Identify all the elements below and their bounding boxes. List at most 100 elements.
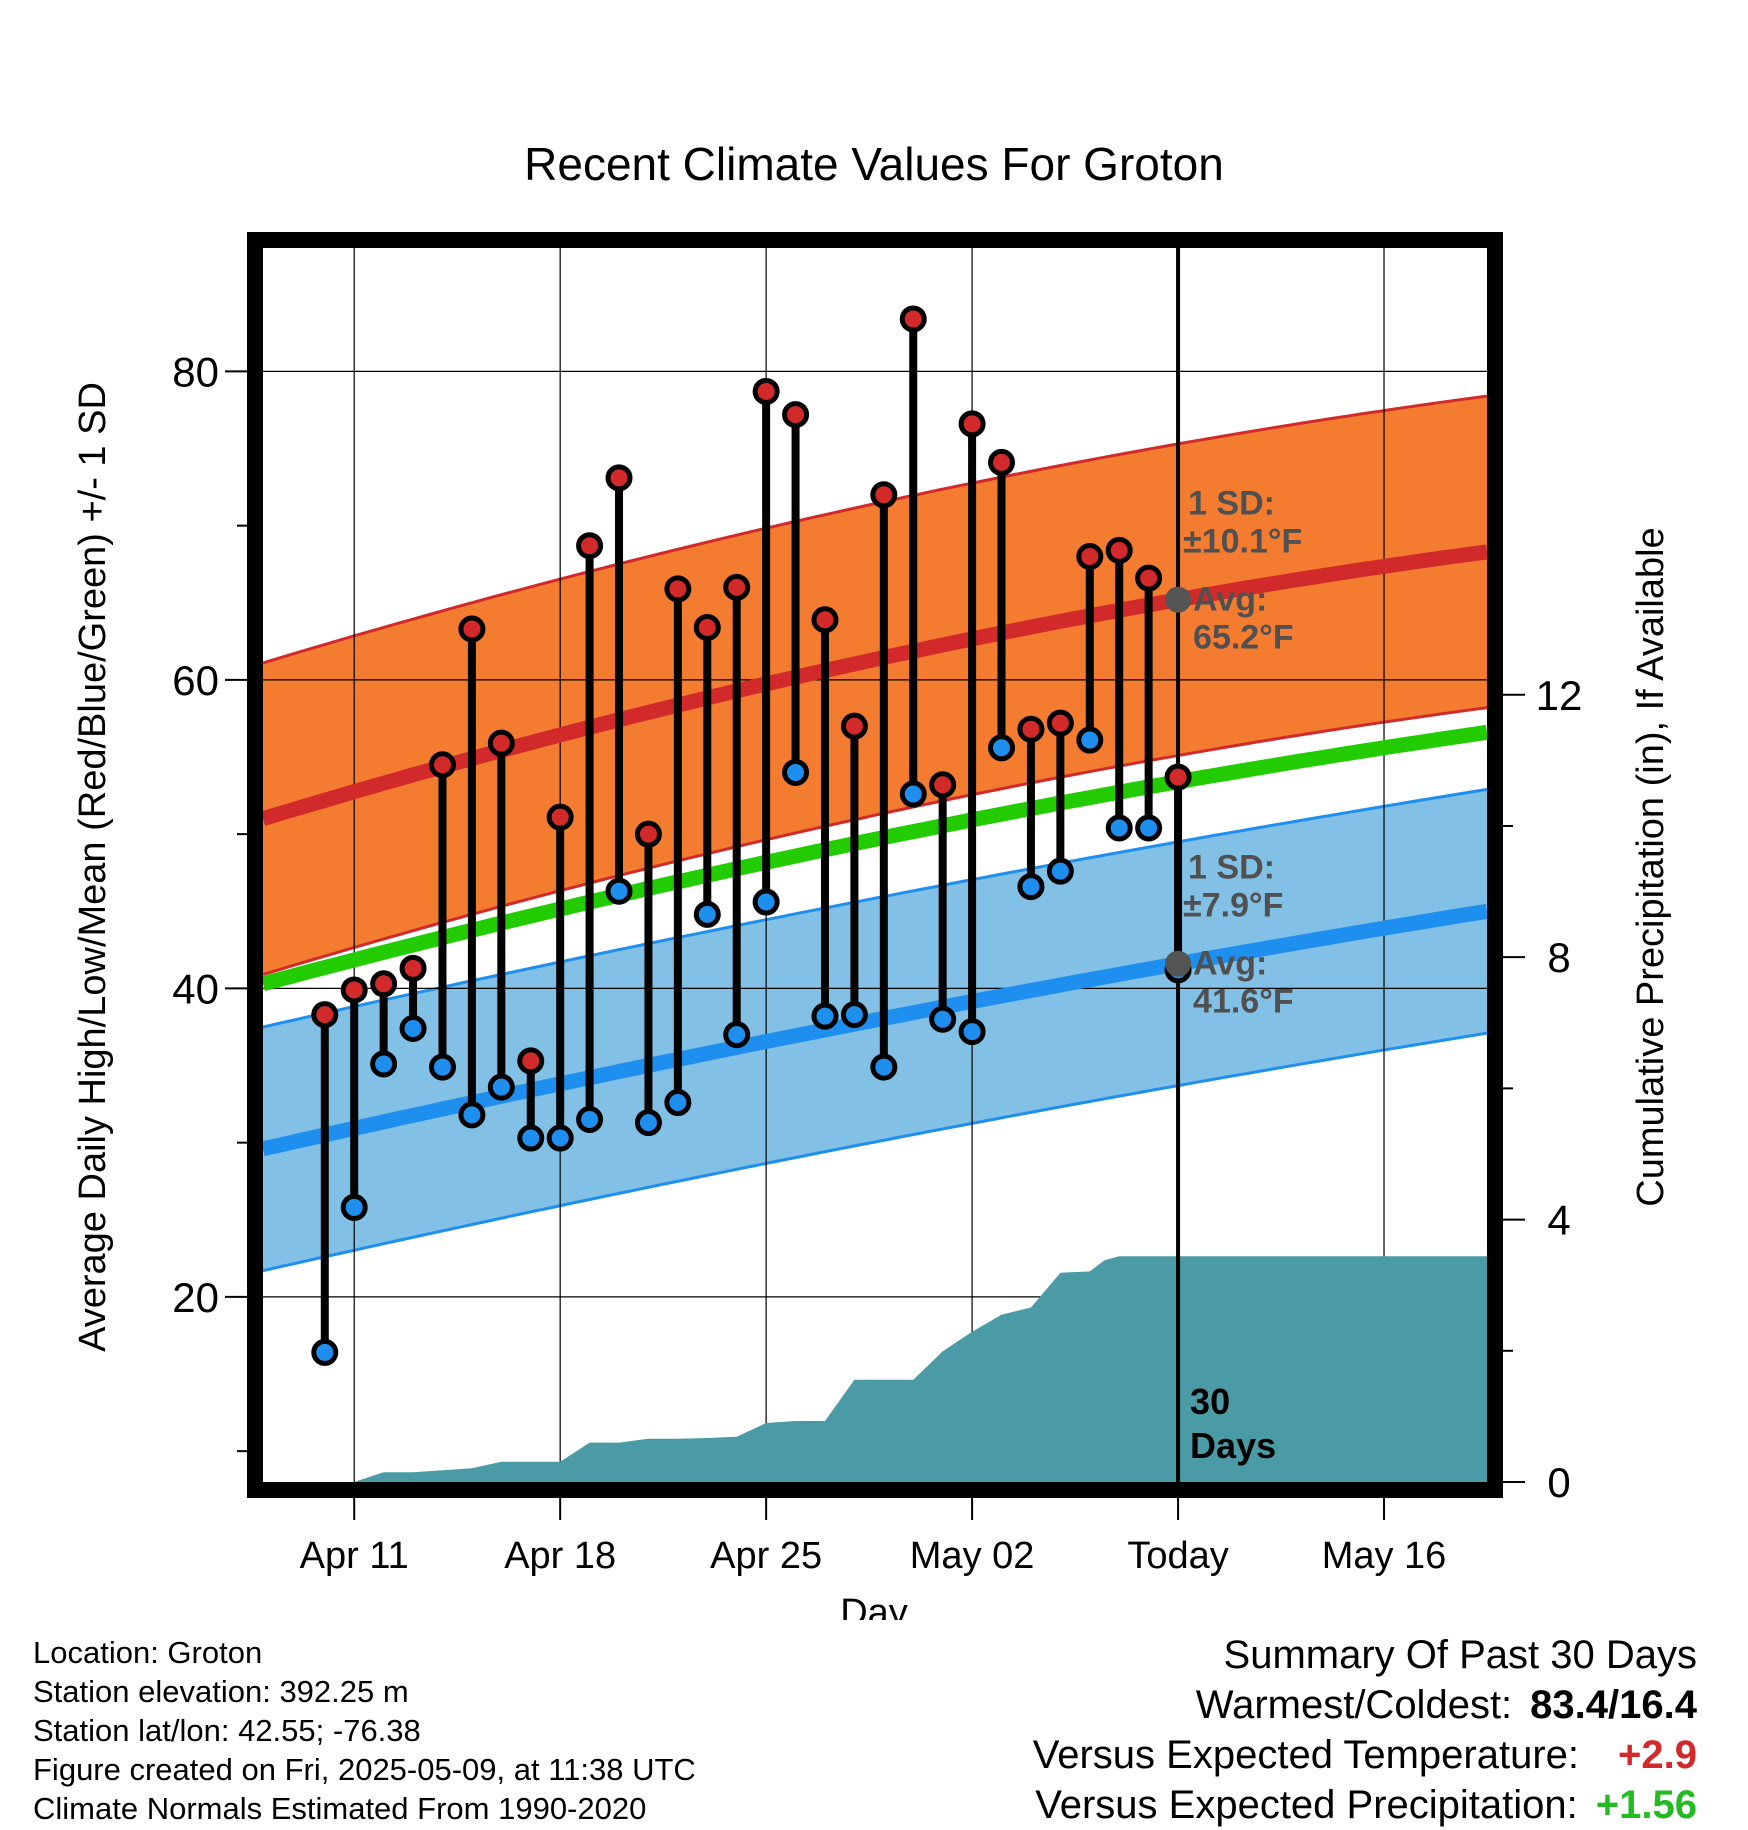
daily-low-point [1046, 857, 1074, 885]
daily-low-point [1135, 814, 1163, 842]
y-axis-left-label: Average Daily High/Low/Mean (Red/Blue/Gr… [72, 382, 114, 1352]
daily-high-point [929, 771, 957, 799]
daily-high-point [664, 575, 692, 603]
daily-bar-day [693, 613, 721, 928]
daily-high-point [1105, 536, 1133, 564]
daily-low-point [340, 1193, 368, 1221]
low-annotation-line: 1 SD: [1188, 849, 1275, 887]
high-band-lower-edge [263, 706, 1487, 976]
precip-fill [354, 1256, 1487, 1482]
temp-delta-value: +2.9 [1618, 1733, 1697, 1777]
y-left-tick-label: 60 [172, 657, 219, 704]
normal-high-line [263, 544, 1487, 826]
daily-bar-day [1135, 564, 1163, 842]
summary-heading: Summary Of Past 30 Days [1223, 1633, 1697, 1677]
daily-bar-day [487, 729, 515, 1101]
summary-panel: Summary Of Past 30 Days Warmest/Coldest:… [1033, 1630, 1697, 1830]
daily-high-point [487, 729, 515, 757]
daily-low-point [1076, 726, 1104, 754]
y-left-tick-label: 40 [172, 965, 219, 1012]
daily-high-point [1046, 709, 1074, 737]
daily-high-point [870, 481, 898, 509]
daily-bar-day [1076, 543, 1104, 754]
warmest-value: 83.4/16.4 [1530, 1683, 1697, 1727]
daily-low-point [752, 888, 780, 916]
daily-high-point [428, 751, 456, 779]
high-annotation-line: 1 SD: [1188, 485, 1275, 523]
daily-high-point [399, 954, 427, 982]
x-tick-label: Apr 25 [710, 1535, 822, 1577]
high-annotation-line: ±10.1°F [1183, 523, 1302, 561]
warmest-label: Warmest/Coldest: [1195, 1683, 1513, 1727]
daily-low-point [487, 1073, 515, 1101]
daily-low-point [782, 758, 810, 786]
daily-high-point [634, 820, 662, 848]
daily-low-point [576, 1106, 604, 1134]
daily-low-point [458, 1101, 486, 1129]
daily-low-point [605, 877, 633, 905]
high-today-avg-dot [1165, 586, 1192, 613]
daily-bar-day [752, 377, 780, 916]
summary-temp-row: Versus Expected Temperature: +2.9 [1033, 1730, 1697, 1780]
daily-high-point [1017, 715, 1045, 743]
low-band-upper-edge [263, 787, 1487, 1029]
daily-high-point [370, 970, 398, 998]
precipitation-area [354, 1256, 1487, 1482]
x-tick-label: Apr 11 [300, 1535, 409, 1577]
daily-bar-day [664, 575, 692, 1117]
daily-low-point [1017, 873, 1045, 901]
daily-bar-day [428, 751, 456, 1081]
x-tick-label: May 16 [1322, 1535, 1447, 1577]
precip-delta-value: +1.56 [1595, 1783, 1697, 1827]
daily-bar-day [340, 976, 368, 1221]
y-right-tick-label: 0 [1547, 1459, 1570, 1506]
y-left-tick-label: 80 [172, 348, 219, 395]
precip-delta-label: Versus Expected Precipitation: [1035, 1783, 1578, 1827]
y-right-tick-label: 12 [1536, 672, 1583, 719]
low-today-avg-dot [1165, 950, 1192, 977]
daily-high-point [605, 464, 633, 492]
daily-low-point [988, 734, 1016, 762]
daily-bar-day [576, 532, 604, 1134]
daily-high-point [723, 573, 751, 601]
daily-bar-day [399, 954, 427, 1043]
daily-low-point [311, 1338, 339, 1366]
created-text: Figure created on Fri, 2025-05-09, at 11… [33, 1752, 696, 1787]
daily-bar-day [634, 820, 662, 1137]
daily-low-point [899, 780, 927, 808]
daily-low-point [929, 1005, 957, 1033]
x-tick-label: May 02 [910, 1535, 1035, 1577]
y-left-tick-label: 20 [172, 1274, 219, 1321]
daily-low-point [399, 1015, 427, 1043]
low-band-lower-edge [263, 1031, 1487, 1273]
daily-bar-day [840, 712, 868, 1029]
daily-high-point [958, 410, 986, 438]
daily-high-point [517, 1047, 545, 1075]
elevation-text: Station elevation: 392.25 m [33, 1674, 409, 1709]
daily-low-point [723, 1021, 751, 1049]
today-days-label: 30 Days [1190, 1381, 1276, 1466]
daily-high-point [840, 712, 868, 740]
daily-bar-day [870, 481, 898, 1081]
daily-low-point [811, 1002, 839, 1030]
low-annotation-line: 41.6°F [1193, 983, 1294, 1021]
daily-high-point [340, 976, 368, 1004]
daily-temperature-bars [311, 305, 1192, 1366]
plot-frame [247, 232, 1503, 1498]
daily-high-point [899, 305, 927, 333]
daily-high-point [576, 532, 604, 560]
high-band [263, 396, 1487, 975]
latlon-text: Station lat/lon: 42.55; -76.38 [33, 1713, 421, 1748]
y-axis-right-label: Cumulative Precipitation (in), If Availa… [1630, 527, 1672, 1206]
daily-low-point [517, 1124, 545, 1152]
daily-high-point [988, 448, 1016, 476]
daily-low-point [546, 1124, 574, 1152]
daily-high-point [311, 1001, 339, 1029]
daily-bar-day [1105, 536, 1133, 842]
temp-delta-label: Versus Expected Temperature: [1032, 1733, 1579, 1777]
daily-high-point [1164, 763, 1192, 791]
normals-text: Climate Normals Estimated From 1990-2020 [33, 1791, 647, 1826]
daily-bar-day [311, 1001, 339, 1366]
chart-title: Recent Climate Values For Groton [524, 138, 1224, 190]
daily-bar-day [546, 803, 574, 1152]
